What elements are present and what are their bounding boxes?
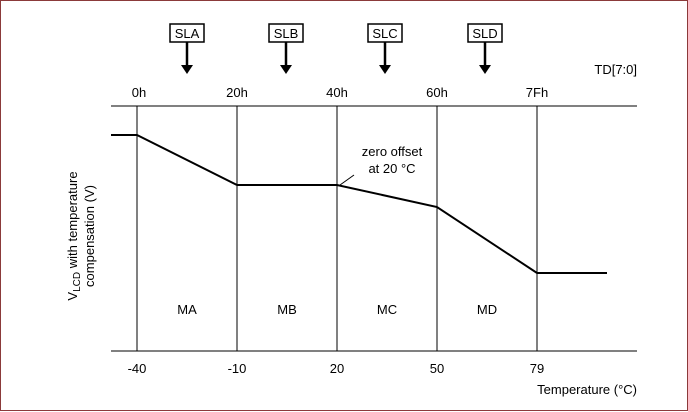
- y-axis-title-line-2: compensation (V): [82, 185, 97, 287]
- down-arrow-icon: [181, 65, 193, 74]
- down-arrow-icon: [280, 65, 292, 74]
- y-axis-title: VLCD with temperature compensation (V): [65, 171, 97, 300]
- down-arrow-icon: [479, 65, 491, 74]
- td-tick-label: 60h: [426, 85, 448, 100]
- annotation-line-2: at 20 °C: [368, 161, 415, 176]
- td-tick-label: 0h: [132, 85, 146, 100]
- slope-sla: SLA: [169, 23, 205, 74]
- vlcd-compensation-curve: [111, 134, 607, 274]
- slope-label: SLA: [175, 26, 200, 41]
- slope-slc: SLC: [367, 23, 403, 74]
- temperature-tick-label: -10: [228, 361, 247, 376]
- temperature-tick-label: 79: [530, 361, 544, 376]
- td-tick-label: 20h: [226, 85, 248, 100]
- region-label: MC: [377, 302, 397, 317]
- y-axis-title-line-1: VLCD with temperature: [65, 171, 83, 300]
- temperature-tick-label: 20: [330, 361, 344, 376]
- slope-label: SLB: [274, 26, 299, 41]
- down-arrow-icon: [379, 65, 391, 74]
- slope-sld: SLD: [467, 23, 503, 74]
- td-axis-label: TD[7:0]: [594, 62, 637, 77]
- td-tick-label: 40h: [326, 85, 348, 100]
- td-tick-label: 7Fh: [526, 85, 548, 100]
- slope-label: SLC: [372, 26, 397, 41]
- annotation-line-1: zero offset: [362, 144, 423, 159]
- temperature-tick-label: 50: [430, 361, 444, 376]
- slope-slb: SLB: [268, 23, 304, 74]
- temperature-tick-label: -40: [128, 361, 147, 376]
- slope-label: SLD: [472, 26, 497, 41]
- region-label: MD: [477, 302, 497, 317]
- annotation-leader: [339, 174, 355, 186]
- region-label: MB: [277, 302, 297, 317]
- region-label: MA: [177, 302, 197, 317]
- x-axis-title: Temperature (°C): [537, 382, 637, 397]
